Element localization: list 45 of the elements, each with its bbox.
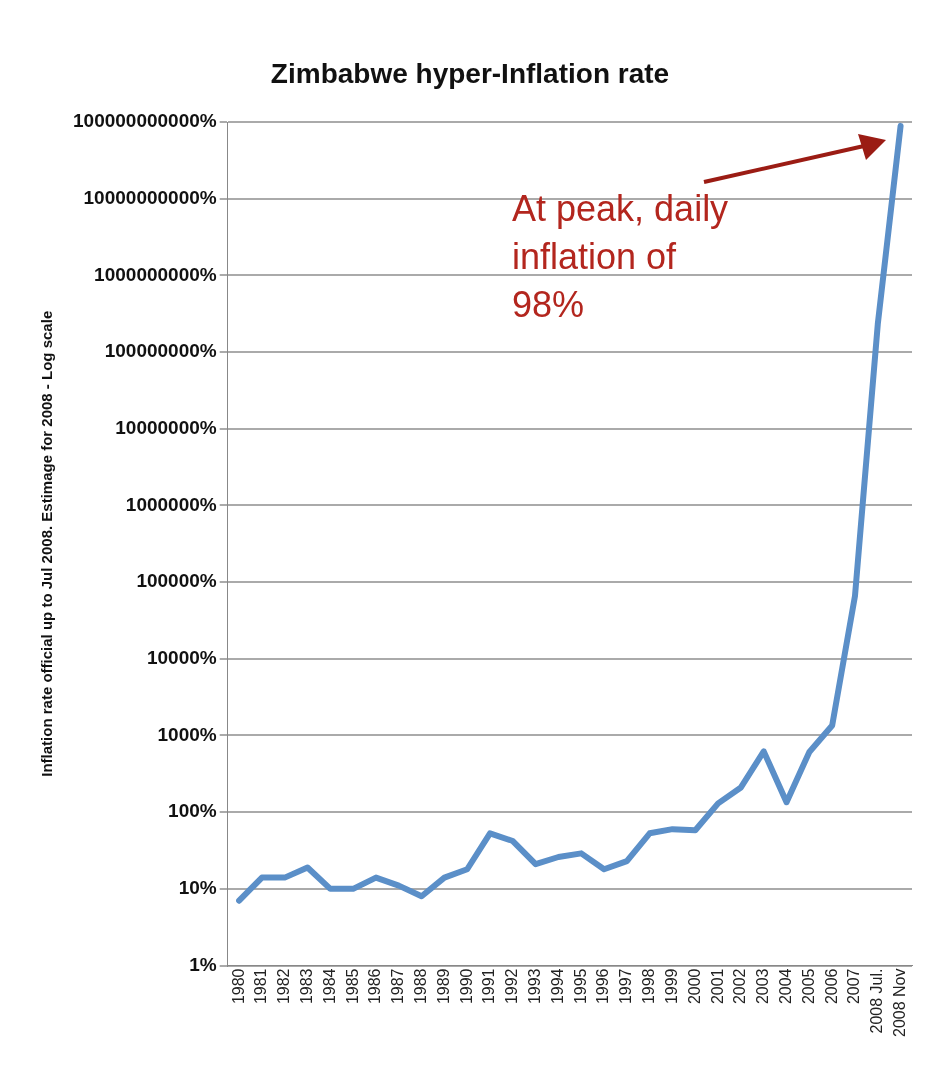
y-tick-label: 10000000%	[115, 416, 217, 438]
y-tick-label: 100000000000%	[72, 110, 217, 132]
annotation: At peak, daily inflation of 98%	[512, 187, 730, 327]
y-axis-title: Inflation rate official up to Jul 2008. Estimage for 2008 - Log scale	[38, 310, 56, 777]
x-tick-label: 1982	[275, 968, 293, 1005]
y-tick-label: 100000%	[136, 570, 217, 592]
x-tick-label: 1994	[548, 968, 566, 1005]
y-tick-label: 1000%	[157, 723, 217, 745]
x-tick-label: 2004	[776, 968, 794, 1005]
x-tick-label: 1992	[503, 968, 521, 1005]
x-tick-label: 2001	[708, 968, 726, 1005]
x-tick-label: 1997	[617, 968, 635, 1005]
x-tick-label: 2008 Nov	[891, 968, 908, 1038]
x-tick-label: 2002	[731, 968, 749, 1005]
x-tick-label: 2003	[754, 968, 772, 1005]
x-tick-label: 1989	[434, 968, 452, 1005]
y-tick-label: 100%	[168, 800, 217, 822]
y-tick-label: 1%	[189, 953, 217, 975]
y-tick-label: 100000000%	[104, 340, 217, 362]
x-tick-label: 1998	[640, 968, 658, 1005]
x-tick-label: 1981	[252, 968, 270, 1005]
x-tick-label: 2008 Jul.	[868, 968, 886, 1034]
y-tick-label: 10000%	[146, 647, 217, 669]
x-tick-label: 1988	[411, 968, 429, 1005]
x-tick-label: 1985	[343, 968, 361, 1005]
x-tick-label: 1983	[297, 968, 315, 1005]
x-tick-label: 2000	[685, 968, 703, 1005]
x-tick-label: 2005	[799, 968, 817, 1005]
x-tick-label: 1986	[366, 968, 384, 1005]
x-tick-label: 2006	[822, 968, 840, 1005]
x-tick-label: 2007	[845, 968, 863, 1005]
y-tick-label: 10000000000%	[83, 186, 217, 208]
x-tick-label: 1993	[526, 968, 544, 1005]
x-tick-label: 1995	[571, 968, 589, 1005]
y-tick-label: 1000000000%	[94, 263, 217, 285]
y-tick-label: 1000000%	[125, 493, 217, 515]
x-tick-label: 1987	[389, 968, 407, 1005]
x-tick-label: 1990	[457, 968, 475, 1005]
x-tick-label: 1980	[229, 968, 247, 1005]
chart-title: Zimbabwe hyper-Inflation rate	[270, 57, 670, 89]
x-tick-label: 1996	[594, 968, 612, 1005]
x-tick-label: 1984	[320, 968, 338, 1005]
x-tick-label: 1991	[480, 968, 498, 1005]
x-tick-label: 1999	[662, 968, 680, 1005]
y-tick-label: 10%	[178, 877, 217, 899]
